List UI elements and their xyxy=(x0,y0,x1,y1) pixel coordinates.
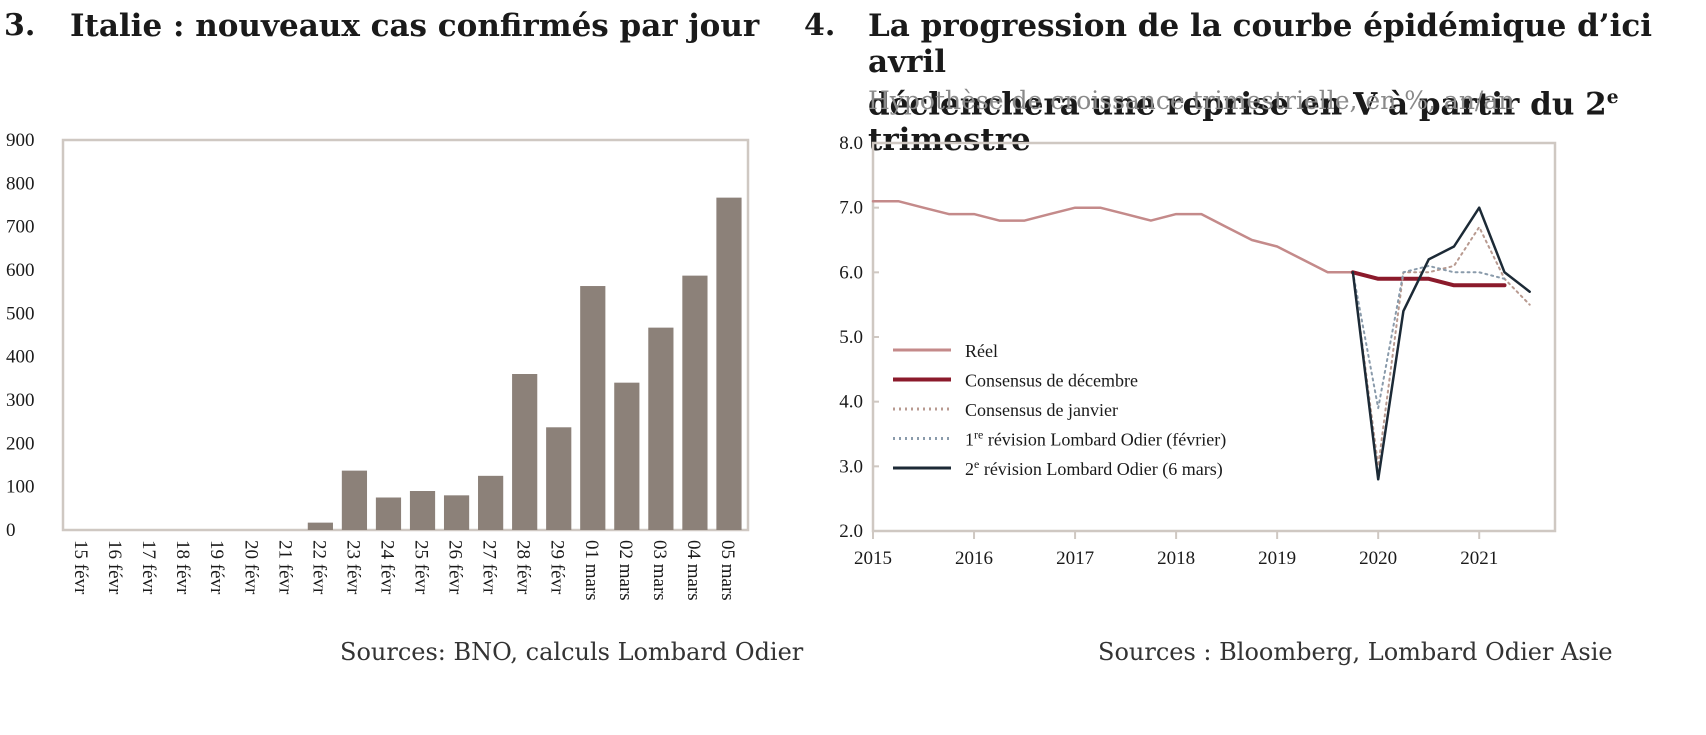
y-tick-label: 0 xyxy=(6,520,16,541)
x-tick-label: 18 févr xyxy=(172,540,193,595)
y-tick-label: 100 xyxy=(6,477,35,498)
x-tick-label: 23 févr xyxy=(342,540,363,595)
x-tick-label: 20 févr xyxy=(240,540,261,595)
x-tick-label: 29 févr xyxy=(547,540,568,595)
x-tick-label: 22 févr xyxy=(308,540,329,595)
y-tick-label: 700 xyxy=(6,217,35,238)
x-tick-label: 2017 xyxy=(1056,548,1094,569)
x-tick-label: 28 févr xyxy=(513,540,534,595)
x-tick-label: 24 févr xyxy=(376,540,397,595)
x-tick-label: 2020 xyxy=(1359,548,1397,569)
bar xyxy=(478,475,504,530)
chart4-title-line2-pre: déclenchera une reprise en V à partir du… xyxy=(868,86,1607,123)
bar xyxy=(546,427,572,530)
y-tick-label: 2.0 xyxy=(839,521,863,542)
chart4-number: 4. xyxy=(804,8,836,43)
x-tick-label: 15 févr xyxy=(70,540,91,595)
chart3-number: 3. xyxy=(4,8,36,43)
legend-label-4: 1re révision Lombard Odier (février) xyxy=(965,428,1226,451)
bar xyxy=(307,522,333,530)
x-tick-label: 27 févr xyxy=(479,540,500,595)
y-tick-label: 7.0 xyxy=(839,198,863,219)
y-tick-label: 200 xyxy=(6,433,35,454)
bar xyxy=(409,491,436,530)
bar xyxy=(648,327,674,530)
x-tick-label: 2016 xyxy=(955,548,993,569)
x-tick-label: 25 févr xyxy=(411,540,432,595)
y-tick-label: 600 xyxy=(6,260,35,281)
chart4-title-line2-post: trimestre xyxy=(868,122,1031,159)
legend-label-3: Consensus de janvier xyxy=(965,400,1118,420)
x-tick-label: 05 mars xyxy=(717,540,738,601)
x-tick-label: 17 févr xyxy=(138,540,159,595)
chart4-source: Sources : Bloomberg, Lombard Odier Asie xyxy=(1098,638,1613,666)
plot-frame xyxy=(61,138,750,532)
chart4-subtitle: Hypothèse de croissance trimestrielle, e… xyxy=(868,86,1515,115)
chart3-source: Sources: BNO, calculs Lombard Odier xyxy=(340,638,804,666)
series-line-4 xyxy=(1351,264,1506,410)
x-tick-label: 2018 xyxy=(1157,548,1195,569)
legend-label-5: 2e révision Lombard Odier (6 mars) xyxy=(965,457,1223,480)
chart4-title-line2-sup: e xyxy=(1606,87,1619,108)
x-tick-label: 19 févr xyxy=(206,540,227,595)
x-tick-label: 2021 xyxy=(1460,548,1498,569)
series-line-1 xyxy=(871,199,1355,274)
chart4-title: La progression de la courbe épidémique d… xyxy=(868,8,1706,158)
y-tick-label: 6.0 xyxy=(839,262,863,283)
y-tick-label: 800 xyxy=(6,173,35,194)
chart4-title-line2: déclenchera une reprise en V à partir du… xyxy=(868,80,1706,158)
bar xyxy=(716,197,742,530)
x-tick-label: 26 févr xyxy=(445,540,466,595)
bar-chart-italy-cases: 0 100 200 300 400 500 600 700 800 900 15 févr 16 fé… xyxy=(6,130,750,601)
y-tick-label: 3.0 xyxy=(839,456,863,477)
legend-label-1: Réel xyxy=(965,341,998,361)
y-tick-label: 8.0 xyxy=(839,133,863,154)
x-tick-label: 2019 xyxy=(1258,548,1296,569)
y-tick-label: 900 xyxy=(6,130,35,151)
y-tick-label: 300 xyxy=(6,390,35,411)
bar xyxy=(614,382,640,530)
x-tick-label: 04 mars xyxy=(683,540,704,601)
bar xyxy=(682,275,708,530)
y-tick-label: 4.0 xyxy=(839,392,863,413)
series-line-5 xyxy=(1351,206,1531,481)
chart4-title-line1: La progression de la courbe épidémique d… xyxy=(868,8,1653,80)
x-tick-label: 21 févr xyxy=(274,540,295,595)
x-tick-label: 01 mars xyxy=(581,540,602,601)
series-line-3 xyxy=(1351,226,1531,468)
y-tick-label: 500 xyxy=(6,303,35,324)
x-tick-label: 03 mars xyxy=(649,540,670,601)
y-tick-label: 5.0 xyxy=(839,327,863,348)
bar xyxy=(443,495,470,530)
bar xyxy=(512,374,538,530)
x-tick-label: 16 févr xyxy=(104,540,125,595)
legend-label-2: Consensus de décembre xyxy=(965,371,1138,391)
bar xyxy=(341,470,368,530)
x-tick-label: 2015 xyxy=(854,548,892,569)
y-tick-label: 400 xyxy=(6,347,35,368)
bar xyxy=(375,497,402,530)
series-line-2 xyxy=(1350,270,1507,288)
bar xyxy=(580,286,606,530)
x-tick-label: 02 mars xyxy=(615,540,636,601)
chart3-title: Italie : nouveaux cas confirmés par jour xyxy=(70,8,760,44)
